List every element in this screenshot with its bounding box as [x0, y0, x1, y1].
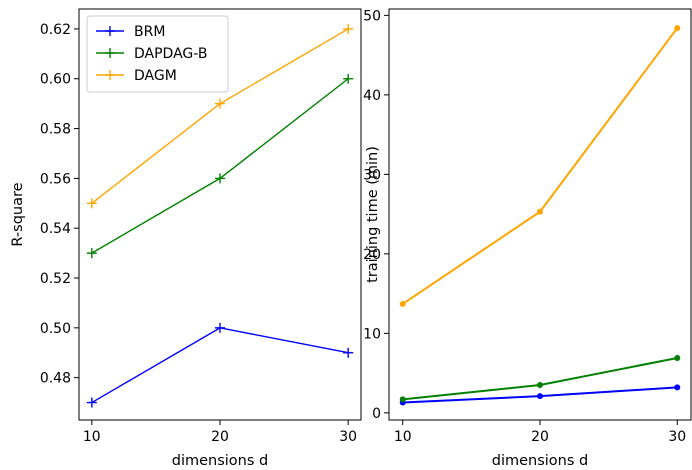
legend-label: DAPDAG-B: [134, 46, 207, 62]
data-point: [537, 208, 543, 215]
y-tick-label: 0.60: [40, 72, 71, 88]
training-time-y-ticks: 0 10 20 30 40 50: [363, 8, 389, 422]
training-time-chart: 10 20 30 0 10 20 30 40 50 dimensions d training…: [363, 8, 692, 469]
data-point: [343, 347, 354, 358]
data-point: [343, 23, 354, 34]
y-tick-label: 50: [363, 8, 381, 24]
r-square-chart: 10 20 30 0.480.500.520.540.560.580.600.62 …: [10, 8, 362, 469]
data-point: [215, 98, 225, 109]
r-square-series-markers: [86, 23, 354, 408]
data-point: [674, 384, 681, 391]
data-point: [215, 173, 225, 184]
training-time-series-lines: [402, 27, 679, 404]
y-tick-label: 20: [363, 247, 381, 263]
x-tick-label: 20: [211, 429, 229, 445]
y-tick-label: 10: [363, 326, 381, 342]
legend-label: DAGM: [134, 68, 177, 84]
data-point: [399, 396, 406, 403]
y-tick-label: 0.52: [40, 271, 71, 287]
series-line-0: [91, 327, 349, 404]
training-time-y-axis-label: training time (min): [365, 146, 381, 283]
r-square-x-axis-label: dimensions d: [172, 453, 268, 469]
data-point: [537, 393, 543, 400]
y-tick-label: 0.56: [40, 171, 71, 187]
y-tick-label: 0.62: [40, 22, 71, 38]
series-line-2: [402, 27, 679, 305]
training-time-x-ticks: 10 20 30: [394, 420, 686, 445]
data-point: [399, 300, 406, 307]
data-point: [86, 248, 97, 259]
legend-item: DAGM: [96, 68, 177, 84]
data-point: [674, 354, 681, 361]
x-tick-label: 10: [394, 429, 412, 445]
x-tick-label: 10: [83, 429, 101, 445]
y-tick-label: 0.50: [40, 321, 71, 337]
data-point: [215, 322, 225, 333]
y-tick-label: 0.48: [40, 371, 71, 387]
y-tick-label: 40: [363, 88, 381, 104]
x-tick-label: 20: [531, 429, 549, 445]
training-time-series-markers: [399, 25, 681, 406]
y-tick-label: 0: [372, 406, 381, 422]
x-tick-label: 30: [339, 429, 357, 445]
legend-item: DAPDAG-B: [96, 46, 207, 62]
legend-label: BRM: [134, 24, 165, 40]
y-tick-label: 30: [363, 167, 381, 183]
r-square-y-axis-label: R-square: [10, 182, 26, 246]
data-point: [86, 397, 97, 408]
series-line-1: [402, 357, 678, 401]
y-tick-label: 0.58: [40, 122, 71, 138]
legend-box: [86, 15, 229, 93]
data-point: [343, 73, 354, 84]
r-square-x-ticks: 10 20 30: [83, 420, 357, 445]
data-point: [674, 25, 681, 32]
legend-item: BRM: [96, 24, 165, 40]
legend: BRM DAPDAG-B DAGM: [86, 15, 229, 93]
r-square-y-ticks: 0.48 0.50 0.52 0.54 0.56 0.58 0.60 0.62: [40, 22, 79, 387]
data-point: [537, 382, 543, 389]
data-point: [86, 198, 97, 209]
training-time-x-axis-label: dimensions d: [492, 453, 588, 469]
y-tick-label: 0.54: [40, 221, 71, 237]
x-tick-label: 30: [668, 429, 686, 445]
